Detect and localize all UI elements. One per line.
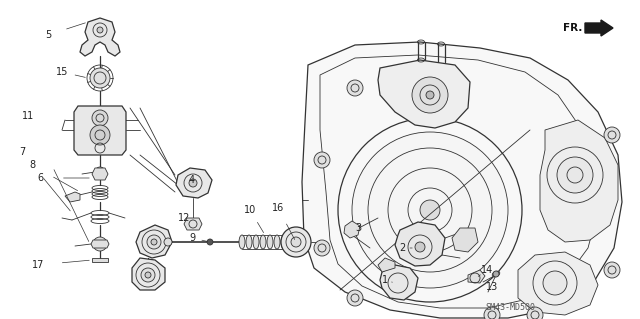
Ellipse shape bbox=[253, 235, 259, 249]
Text: 2: 2 bbox=[399, 243, 405, 253]
Text: 5: 5 bbox=[45, 30, 51, 40]
Ellipse shape bbox=[348, 228, 356, 236]
Polygon shape bbox=[395, 222, 445, 266]
Circle shape bbox=[347, 80, 363, 96]
Polygon shape bbox=[344, 221, 360, 238]
Text: 13: 13 bbox=[486, 282, 498, 292]
Text: 6: 6 bbox=[37, 173, 43, 183]
Circle shape bbox=[90, 125, 110, 145]
Circle shape bbox=[291, 237, 301, 247]
Text: 1: 1 bbox=[382, 275, 388, 285]
Polygon shape bbox=[92, 168, 108, 180]
Circle shape bbox=[189, 179, 197, 187]
Text: 15: 15 bbox=[56, 67, 68, 77]
Circle shape bbox=[347, 290, 363, 306]
Circle shape bbox=[314, 152, 330, 168]
Polygon shape bbox=[452, 228, 478, 252]
Polygon shape bbox=[80, 18, 120, 56]
Circle shape bbox=[93, 237, 107, 251]
Circle shape bbox=[141, 268, 155, 282]
Ellipse shape bbox=[267, 235, 273, 249]
Ellipse shape bbox=[260, 235, 266, 249]
Circle shape bbox=[527, 307, 543, 319]
Polygon shape bbox=[132, 258, 165, 290]
Circle shape bbox=[604, 262, 620, 278]
Polygon shape bbox=[302, 42, 622, 318]
Circle shape bbox=[145, 272, 151, 278]
Circle shape bbox=[557, 157, 593, 193]
Ellipse shape bbox=[239, 235, 245, 249]
Polygon shape bbox=[518, 252, 598, 315]
Circle shape bbox=[426, 91, 434, 99]
Circle shape bbox=[543, 271, 567, 295]
Circle shape bbox=[95, 167, 105, 177]
Text: 12: 12 bbox=[178, 213, 190, 223]
Text: 14: 14 bbox=[481, 265, 493, 275]
Circle shape bbox=[281, 227, 311, 257]
Circle shape bbox=[412, 77, 448, 113]
Ellipse shape bbox=[164, 238, 172, 246]
Circle shape bbox=[415, 242, 425, 252]
Circle shape bbox=[92, 110, 108, 126]
Circle shape bbox=[90, 68, 110, 88]
Circle shape bbox=[604, 127, 620, 143]
Polygon shape bbox=[378, 258, 395, 272]
Ellipse shape bbox=[274, 235, 280, 249]
Ellipse shape bbox=[281, 235, 287, 249]
Circle shape bbox=[484, 307, 500, 319]
Text: FR.: FR. bbox=[563, 23, 582, 33]
Polygon shape bbox=[92, 258, 108, 262]
Text: SM43-MD500: SM43-MD500 bbox=[485, 303, 535, 313]
Text: 4: 4 bbox=[189, 175, 195, 185]
Polygon shape bbox=[136, 225, 172, 258]
Text: 3: 3 bbox=[355, 223, 361, 233]
Text: 17: 17 bbox=[32, 260, 44, 270]
Circle shape bbox=[97, 27, 103, 33]
Circle shape bbox=[314, 240, 330, 256]
Polygon shape bbox=[91, 240, 109, 248]
Polygon shape bbox=[378, 60, 470, 128]
Polygon shape bbox=[468, 270, 485, 283]
Text: 10: 10 bbox=[244, 205, 256, 215]
Circle shape bbox=[151, 239, 157, 245]
Polygon shape bbox=[380, 265, 418, 300]
FancyArrow shape bbox=[585, 20, 613, 36]
Text: 16: 16 bbox=[272, 203, 284, 213]
Polygon shape bbox=[65, 192, 80, 202]
Text: 9: 9 bbox=[189, 233, 195, 243]
Ellipse shape bbox=[246, 235, 252, 249]
Text: 7: 7 bbox=[19, 147, 25, 157]
Polygon shape bbox=[74, 106, 126, 155]
Circle shape bbox=[352, 132, 508, 288]
Circle shape bbox=[207, 239, 213, 245]
Text: 11: 11 bbox=[22, 111, 34, 121]
Polygon shape bbox=[184, 218, 202, 230]
Ellipse shape bbox=[492, 271, 500, 277]
Circle shape bbox=[147, 235, 161, 249]
Text: 8: 8 bbox=[29, 160, 35, 170]
Circle shape bbox=[493, 271, 499, 277]
Polygon shape bbox=[540, 120, 618, 242]
Polygon shape bbox=[176, 168, 212, 198]
Circle shape bbox=[420, 200, 440, 220]
